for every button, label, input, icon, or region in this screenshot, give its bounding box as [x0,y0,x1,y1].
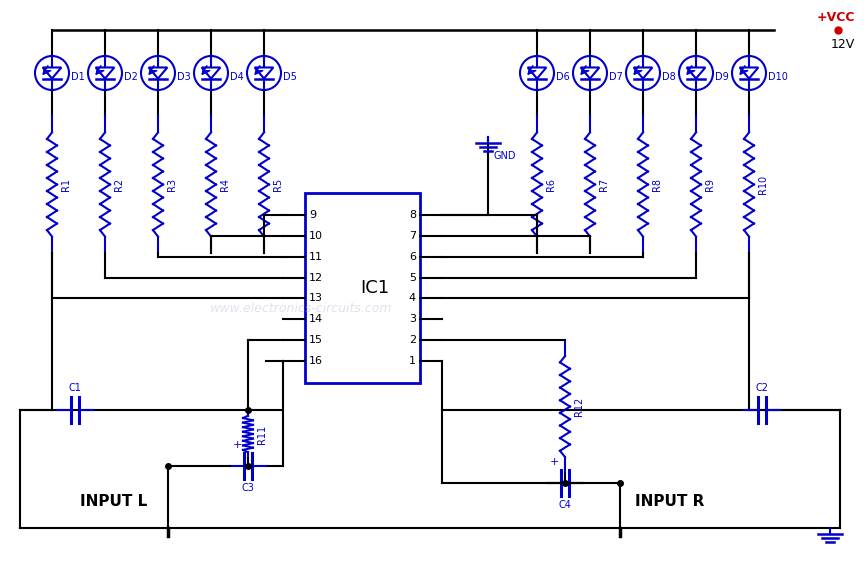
Text: 7: 7 [409,231,416,241]
Text: INPUT L: INPUT L [80,494,148,509]
Text: C3: C3 [241,483,254,493]
Text: R10: R10 [758,175,768,194]
Text: R8: R8 [652,178,662,191]
Text: D10: D10 [768,72,788,82]
Text: www.electronics-circuits.com: www.electronics-circuits.com [210,302,392,314]
Text: R5: R5 [273,178,283,191]
Text: R1: R1 [61,178,71,191]
Text: 1: 1 [409,356,416,366]
Text: D9: D9 [715,72,729,82]
Text: +: + [233,440,241,450]
Text: D3: D3 [177,72,191,82]
Text: 3: 3 [409,314,416,324]
Text: 8: 8 [409,210,416,220]
Text: R7: R7 [599,178,609,191]
Text: D6: D6 [556,72,569,82]
Text: 13: 13 [309,294,323,303]
Text: 15: 15 [309,335,323,345]
Text: 12V: 12V [831,38,855,51]
Text: GND: GND [494,151,516,161]
Text: 12: 12 [309,273,323,283]
Text: R6: R6 [546,178,556,191]
Text: +: + [549,457,559,467]
Text: R2: R2 [114,178,124,191]
Text: R12: R12 [574,397,584,416]
Text: 10: 10 [309,231,323,241]
Text: R3: R3 [167,178,177,191]
Text: D1: D1 [71,72,85,82]
FancyBboxPatch shape [305,193,420,383]
Text: D7: D7 [609,72,623,82]
Text: 6: 6 [409,251,416,262]
Text: R4: R4 [220,178,230,191]
Text: 14: 14 [309,314,323,324]
Text: D4: D4 [230,72,244,82]
Text: +VCC: +VCC [817,11,855,24]
Text: D5: D5 [283,72,297,82]
Text: 11: 11 [309,251,323,262]
Text: 5: 5 [409,273,416,283]
Text: D2: D2 [124,72,138,82]
Text: 16: 16 [309,356,323,366]
Text: IC1: IC1 [360,279,389,297]
Text: C4: C4 [559,500,571,510]
Text: 4: 4 [409,294,416,303]
Text: R9: R9 [705,178,715,191]
Text: R11: R11 [257,424,267,443]
Text: 9: 9 [309,210,316,220]
Text: C2: C2 [755,383,768,393]
Text: D8: D8 [662,72,676,82]
Text: C1: C1 [69,383,82,393]
Text: 2: 2 [409,335,416,345]
Text: INPUT R: INPUT R [635,494,704,509]
